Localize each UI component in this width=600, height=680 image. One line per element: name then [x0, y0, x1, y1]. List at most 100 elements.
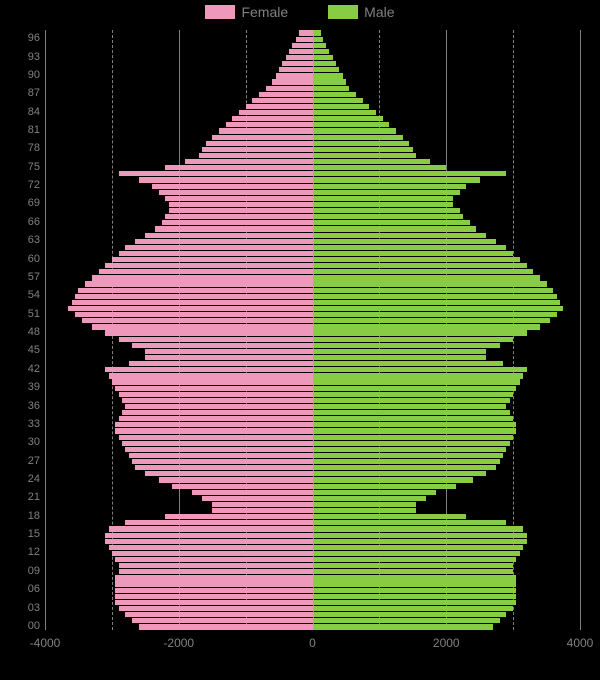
bar-female	[119, 171, 313, 176]
bar-female	[169, 202, 313, 207]
bar-female	[75, 294, 312, 299]
bar-female	[115, 600, 312, 605]
bar-male	[313, 465, 497, 470]
bar-male	[313, 404, 507, 409]
bar-female	[139, 624, 313, 629]
bar-female	[129, 361, 313, 366]
x-tick-label: -2000	[163, 636, 194, 650]
bar-male	[313, 49, 330, 54]
bar-male	[313, 79, 346, 84]
bar-female	[162, 220, 312, 225]
bar-male	[313, 147, 413, 152]
bar-female	[279, 67, 312, 72]
bar-male	[313, 477, 474, 482]
bar-female	[246, 104, 313, 109]
bar-male	[313, 263, 527, 268]
bar-male	[313, 490, 437, 495]
bar-female	[109, 373, 313, 378]
y-tick-label: 63	[10, 235, 40, 246]
bar-male	[313, 98, 363, 103]
bar-male	[313, 159, 430, 164]
bar-male	[313, 606, 514, 611]
bar-female	[165, 196, 312, 201]
bar-female	[129, 453, 313, 458]
y-tick-label: 15	[10, 529, 40, 540]
bar-female	[92, 324, 313, 329]
bar-male	[313, 355, 487, 360]
bar-male	[313, 251, 514, 256]
y-tick-label: 75	[10, 162, 40, 173]
bar-female	[159, 477, 313, 482]
bar-male	[313, 135, 403, 140]
bar-male	[313, 275, 540, 280]
bar-female	[139, 177, 313, 182]
bar-female	[165, 214, 312, 219]
bar-male	[313, 220, 470, 225]
y-tick-label: 60	[10, 254, 40, 265]
legend-label-male: Male	[364, 4, 394, 20]
bar-female	[125, 245, 312, 250]
bar-female	[145, 471, 312, 476]
y-tick-label: 87	[10, 88, 40, 99]
bar-male	[313, 30, 321, 35]
y-tick-label: 72	[10, 180, 40, 191]
y-tick-label: 12	[10, 547, 40, 558]
bar-male	[313, 128, 397, 133]
bar-female	[286, 55, 313, 60]
y-tick-label: 33	[10, 419, 40, 430]
bar-male	[313, 600, 517, 605]
bar-female	[296, 37, 313, 42]
bar-male	[313, 539, 527, 544]
y-tick-label: 09	[10, 566, 40, 577]
bar-female	[152, 184, 313, 189]
bar-male	[313, 233, 487, 238]
bar-male	[313, 122, 390, 127]
bar-male	[313, 153, 417, 158]
bar-male	[313, 453, 504, 458]
bar-female	[122, 398, 313, 403]
bar-female	[125, 612, 312, 617]
y-tick-label: 00	[10, 621, 40, 632]
bar-female	[115, 575, 312, 580]
bar-male	[313, 557, 517, 562]
grid-line-major	[580, 30, 581, 630]
bar-female	[72, 300, 313, 305]
bar-female	[145, 233, 312, 238]
bar-female	[109, 545, 313, 550]
bar-female	[155, 226, 312, 231]
bar-female	[276, 73, 313, 78]
bar-female	[299, 30, 312, 35]
bar-female	[122, 410, 313, 415]
bar-male	[313, 37, 323, 42]
bar-female	[185, 159, 312, 164]
bar-female	[212, 508, 312, 513]
x-tick-label: -4000	[30, 636, 61, 650]
bar-female	[78, 288, 312, 293]
y-tick-label: 42	[10, 364, 40, 375]
bar-male	[313, 269, 534, 274]
bar-female	[119, 435, 313, 440]
bar-female	[119, 606, 313, 611]
bar-female	[289, 49, 312, 54]
bar-male	[313, 61, 336, 66]
bar-male	[313, 110, 377, 115]
bar-male	[313, 502, 417, 507]
bar-male	[313, 92, 356, 97]
bar-female	[92, 275, 313, 280]
bar-female	[202, 496, 312, 501]
bar-female	[232, 116, 312, 121]
bar-male	[313, 508, 417, 513]
bar-male	[313, 288, 554, 293]
bar-female	[115, 557, 312, 562]
y-tick-label: 21	[10, 492, 40, 503]
bar-female	[192, 490, 312, 495]
y-tick-label: 24	[10, 474, 40, 485]
y-tick-label: 96	[10, 33, 40, 44]
bar-female	[239, 110, 313, 115]
bar-female	[112, 379, 313, 384]
bar-male	[313, 337, 514, 342]
bar-male	[313, 441, 510, 446]
y-tick-label: 69	[10, 198, 40, 209]
bar-male	[313, 594, 517, 599]
bar-female	[119, 569, 313, 574]
